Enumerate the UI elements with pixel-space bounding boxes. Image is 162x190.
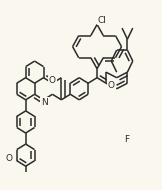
Text: F: F: [124, 135, 129, 144]
Text: Cl: Cl: [98, 16, 107, 25]
Text: O: O: [108, 81, 115, 90]
Text: O: O: [5, 154, 12, 163]
Text: N: N: [41, 98, 48, 107]
Text: O: O: [49, 76, 56, 85]
